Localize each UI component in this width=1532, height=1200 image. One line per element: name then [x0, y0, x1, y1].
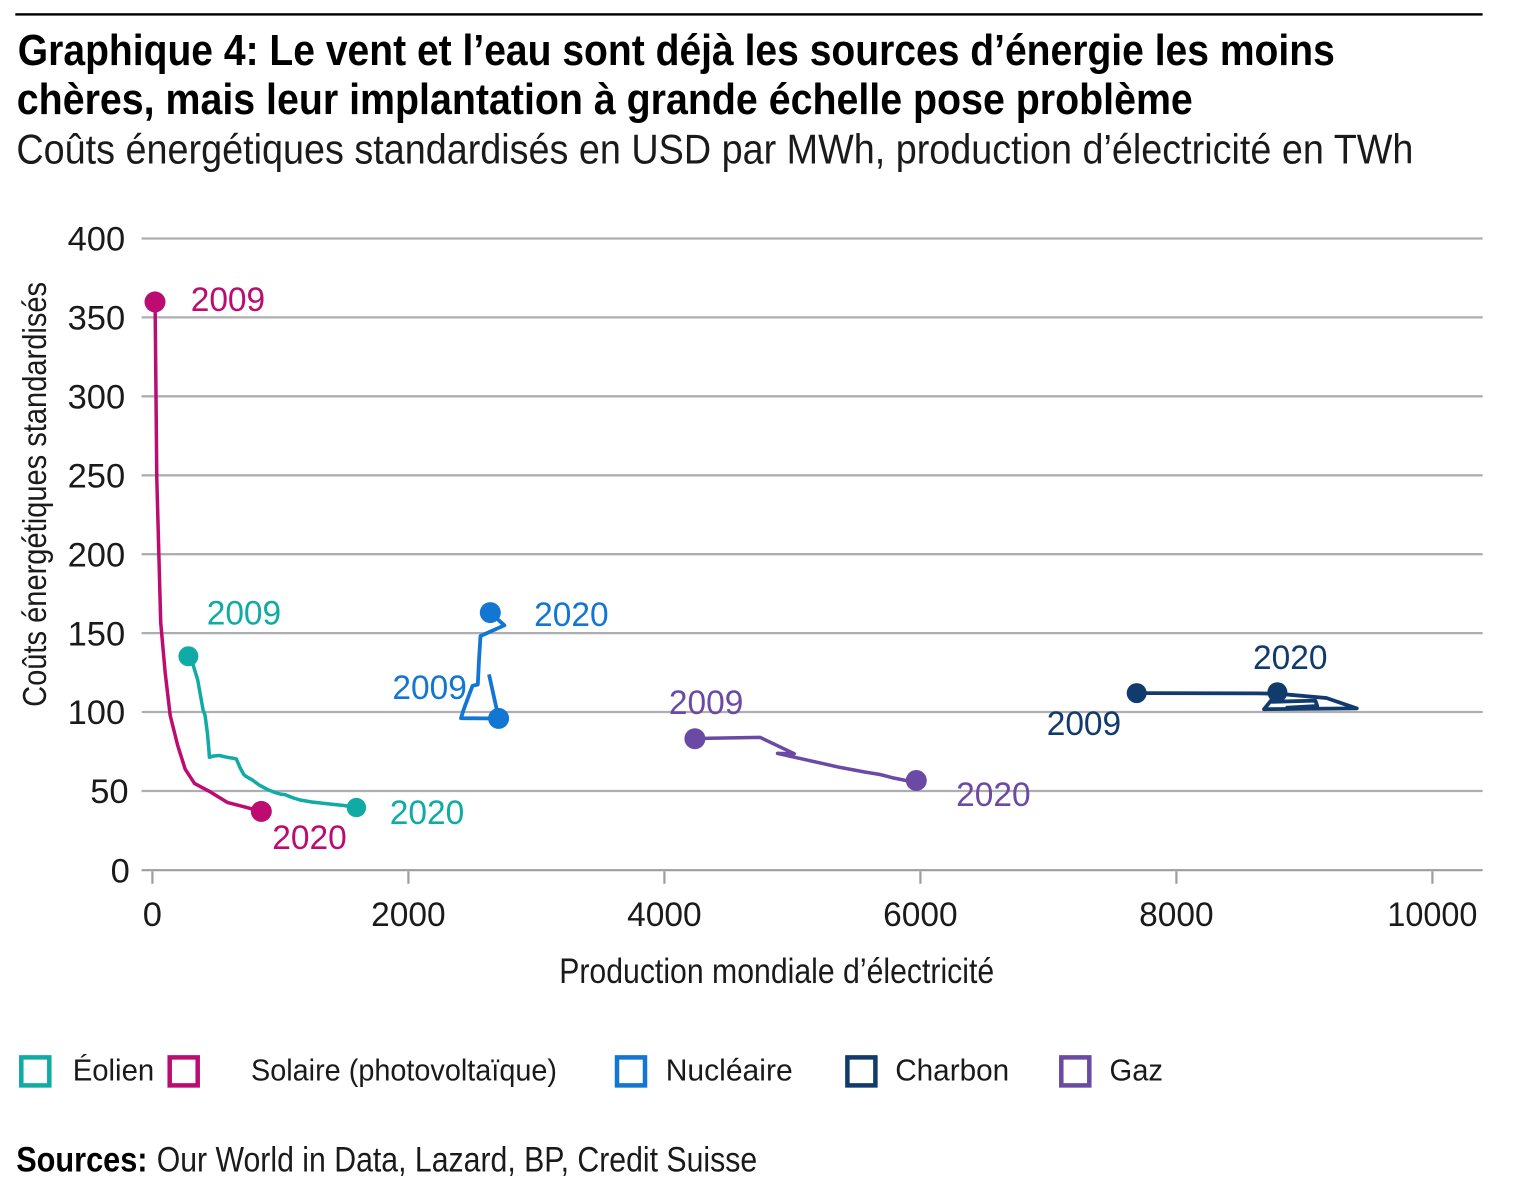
svg-text:Production mondiale d’électric: Production mondiale d’électricité [559, 951, 994, 991]
svg-text:200: 200 [68, 536, 126, 574]
svg-text:100: 100 [68, 694, 126, 732]
svg-text:2009: 2009 [1047, 705, 1122, 743]
svg-text:50: 50 [90, 773, 128, 811]
svg-text:2009: 2009 [207, 594, 282, 632]
svg-text:Graphique 4: Le vent et l’eau: Graphique 4: Le vent et l’eau sont déjà … [18, 27, 1335, 75]
svg-text:Our World in Data, Lazard, BP,: Our World in Data, Lazard, BP, Credit Su… [157, 1141, 758, 1180]
svg-text:400: 400 [68, 221, 126, 259]
svg-text:250: 250 [68, 458, 126, 496]
svg-text:2000: 2000 [371, 896, 446, 934]
svg-text:Nucléaire: Nucléaire [666, 1054, 793, 1088]
svg-text:Coûts énergétiques standardisé: Coûts énergétiques standardisés en USD p… [16, 126, 1413, 173]
svg-text:2020: 2020 [1253, 639, 1328, 677]
svg-text:Coûts énergétiques standardisé: Coûts énergétiques standardisés [16, 282, 53, 707]
svg-text:2009: 2009 [191, 281, 266, 319]
svg-text:2009: 2009 [392, 669, 467, 707]
svg-text:4000: 4000 [627, 896, 702, 934]
svg-text:Solaire (photovoltaïque): Solaire (photovoltaïque) [251, 1054, 557, 1088]
svg-text:Gaz: Gaz [1110, 1054, 1164, 1088]
svg-text:8000: 8000 [1139, 896, 1214, 934]
svg-text:2020: 2020 [534, 596, 609, 634]
svg-text:6000: 6000 [883, 896, 958, 934]
svg-text:0: 0 [111, 852, 130, 890]
svg-text:Éolien: Éolien [73, 1053, 155, 1088]
svg-text:350: 350 [68, 300, 126, 338]
svg-text:300: 300 [68, 379, 126, 417]
svg-text:10000: 10000 [1387, 896, 1477, 934]
svg-text:chères, mais leur implantation: chères, mais leur implantation à grande … [17, 76, 1193, 124]
svg-text:2009: 2009 [669, 684, 744, 722]
svg-text:150: 150 [68, 615, 126, 653]
svg-text:2020: 2020 [272, 819, 347, 857]
svg-text:Charbon: Charbon [895, 1054, 1009, 1088]
svg-text:2020: 2020 [956, 776, 1031, 814]
svg-text:2020: 2020 [390, 794, 465, 832]
svg-text:Sources:: Sources: [16, 1141, 147, 1180]
svg-text:0: 0 [143, 896, 162, 934]
